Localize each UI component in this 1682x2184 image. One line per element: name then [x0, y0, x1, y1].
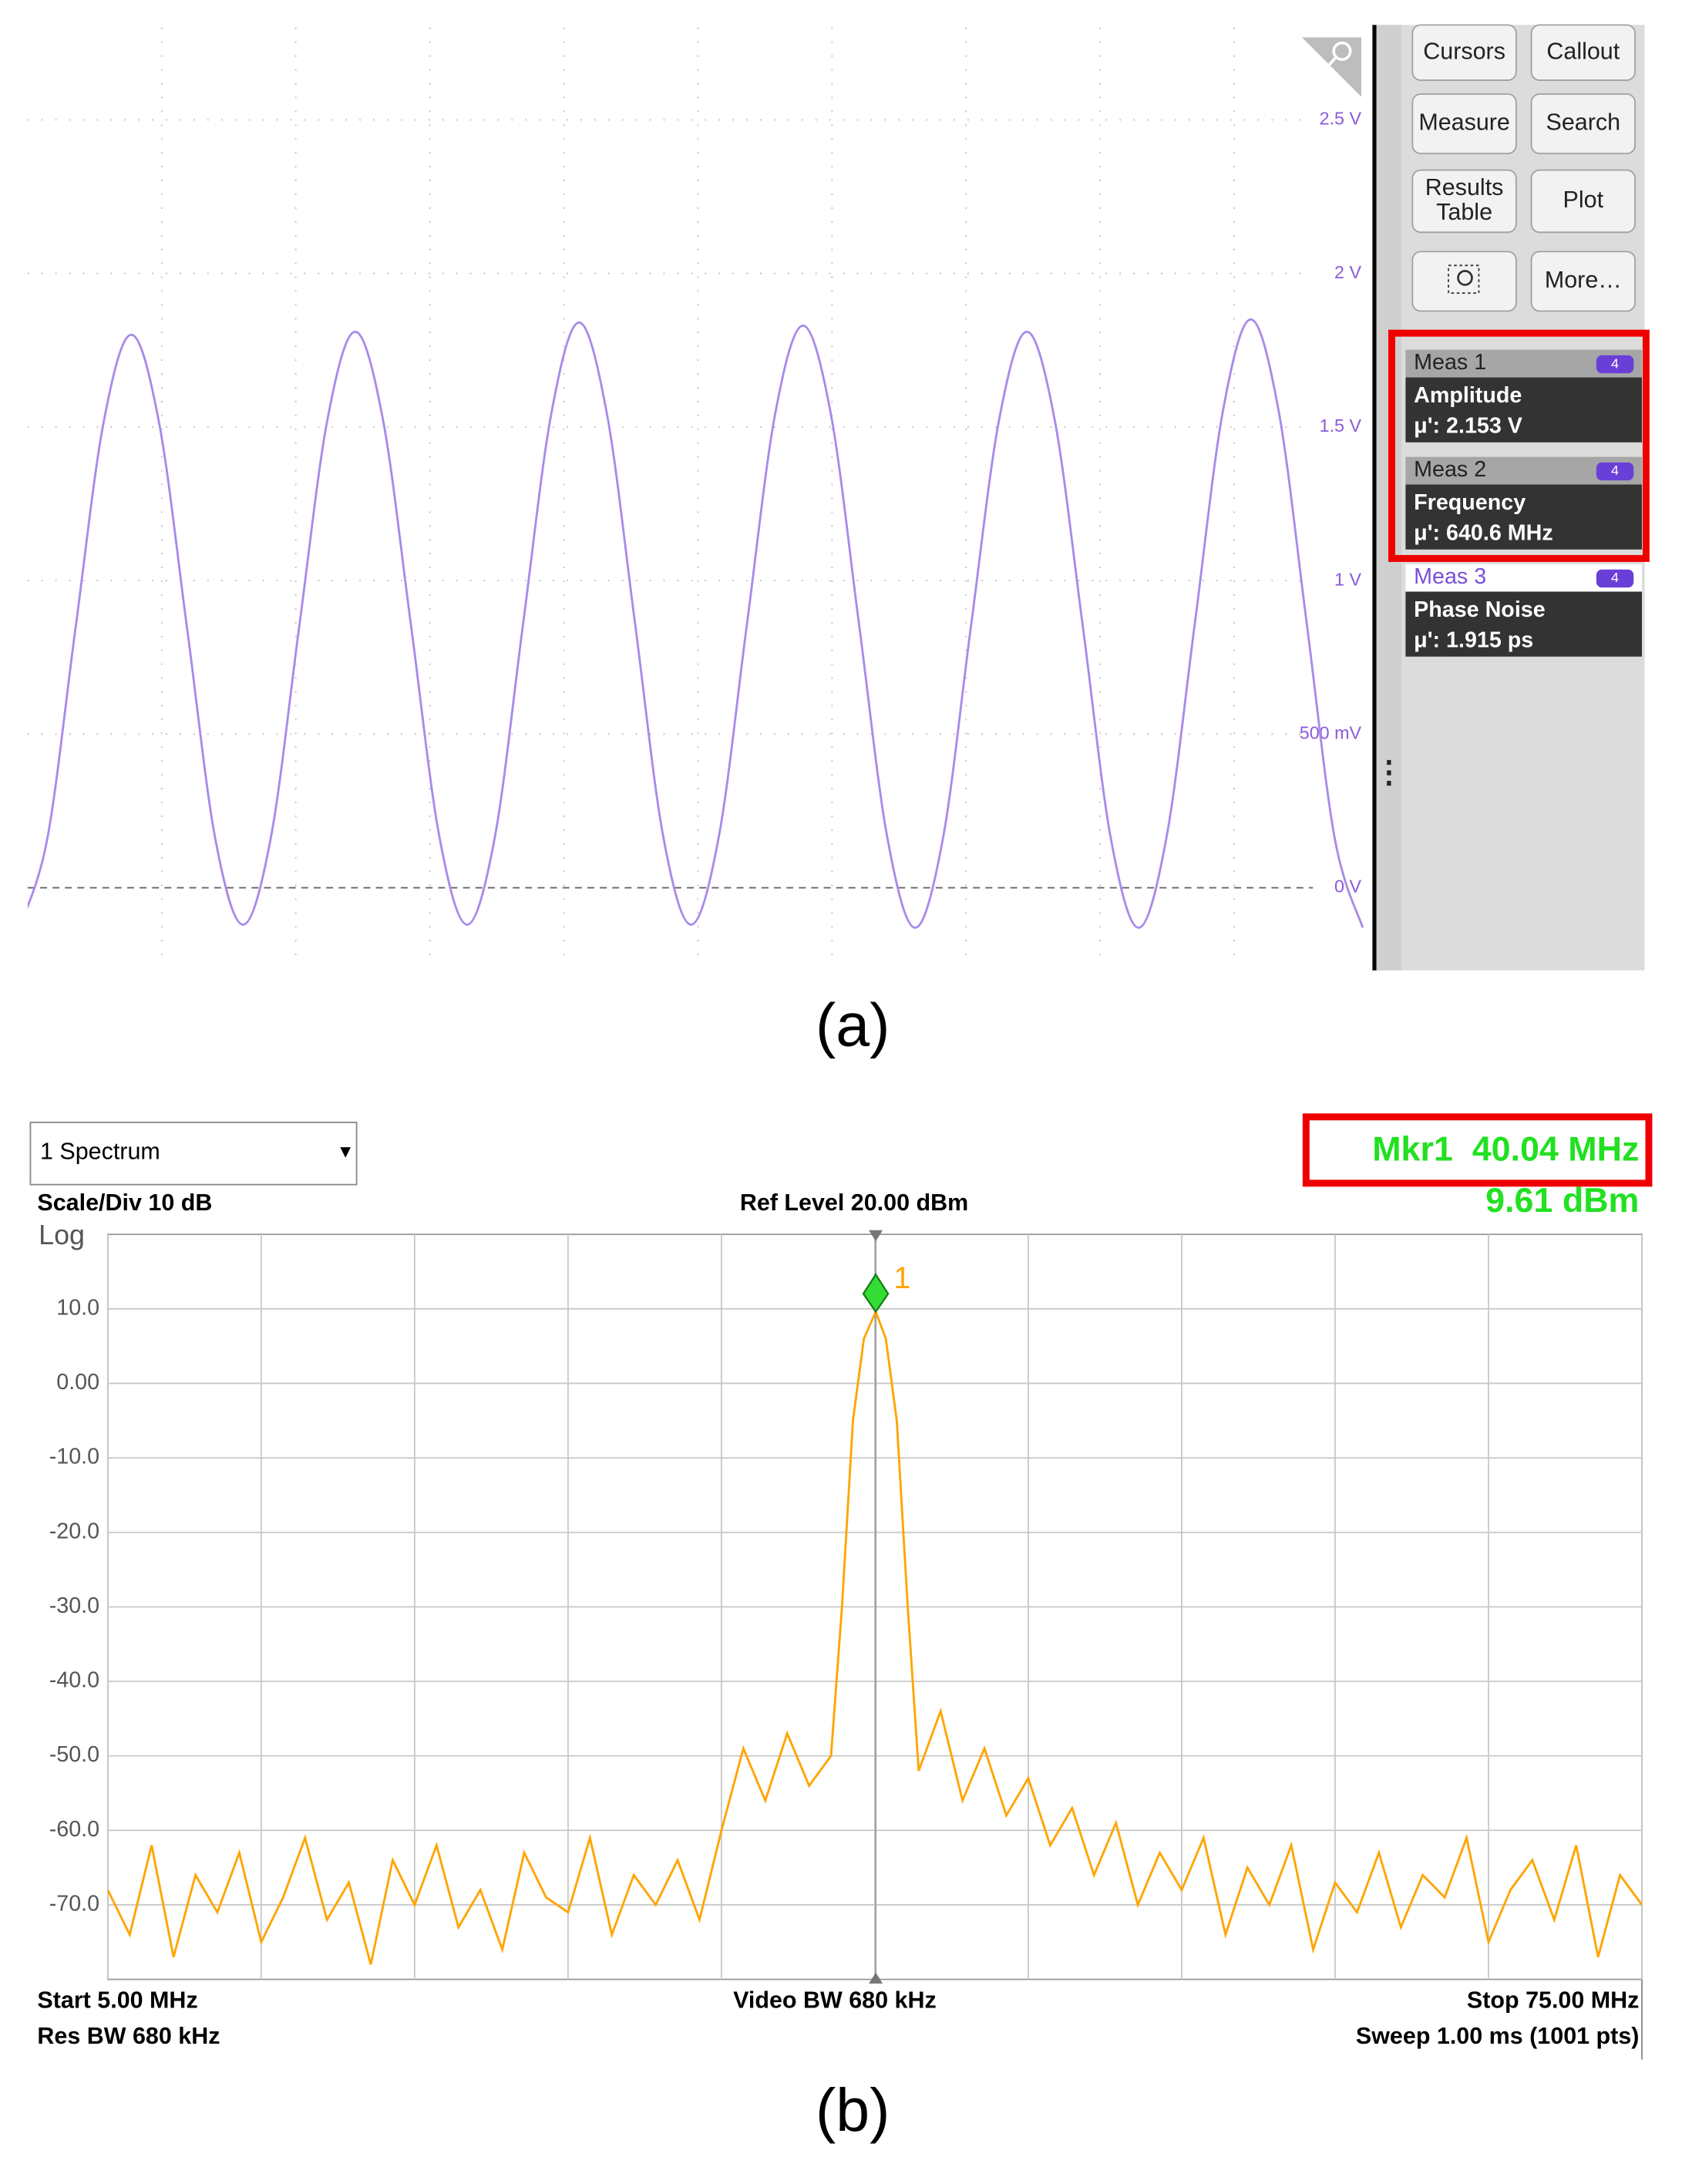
button[interactable]	[1530, 251, 1636, 312]
zoom-corner[interactable]	[1301, 37, 1362, 97]
button[interactable]	[1530, 93, 1636, 154]
marker-tick-top	[869, 1230, 883, 1242]
y-tick-label: 500 mV	[1300, 722, 1362, 742]
meas-label: Amplitude	[1414, 383, 1522, 408]
meas-body	[1405, 484, 1643, 550]
button[interactable]	[1530, 24, 1636, 81]
marker-readout: 9.61 dBm	[1485, 1181, 1639, 1220]
button-label[interactable]: Plot	[1563, 187, 1604, 213]
button-label[interactable]: Results Table	[1425, 174, 1504, 225]
meas-label: Phase Noise	[1414, 597, 1546, 622]
y-tick-label: -40.0	[49, 1668, 99, 1693]
y-tick-label: 1.5 V	[1320, 416, 1362, 436]
handle-dots[interactable]: ⋮	[1374, 755, 1404, 789]
y-tick-label: -20.0	[49, 1519, 99, 1543]
button[interactable]	[1411, 93, 1517, 154]
footer-label: Video BW 680 kHz	[733, 1987, 937, 2013]
footer-label: Stop 75.00 MHz	[1467, 1987, 1639, 2013]
footer-label: Res BW 680 kHz	[37, 2023, 220, 2049]
footer-label: Sweep 1.00 ms (1001 pts)	[1356, 2023, 1639, 2049]
button[interactable]	[1530, 169, 1636, 234]
source-badge	[1596, 462, 1634, 481]
marker-readout: Mkr1 40.04 MHz	[1372, 1129, 1639, 1168]
meas-name: Meas 3	[1414, 564, 1486, 589]
caption: (b)	[816, 2076, 890, 2144]
marker-diamond	[862, 1273, 890, 1314]
highlight-box	[1302, 1113, 1653, 1187]
meas-result: μ': 640.6 MHz	[1414, 521, 1553, 546]
source-badge	[1596, 569, 1634, 588]
y-tick-label: 0.00	[56, 1370, 99, 1395]
y-tick-label: 2 V	[1334, 262, 1361, 282]
zoom-icon-handle	[1325, 57, 1337, 69]
source-badge-label: 4	[1611, 570, 1619, 585]
meas-name: Meas 1	[1414, 350, 1486, 375]
zoom-button[interactable]	[1411, 251, 1517, 312]
button-label[interactable]: Callout	[1546, 38, 1620, 64]
scale-label: Scale/Div 10 dB	[37, 1190, 212, 1216]
y-tick-label: -60.0	[49, 1817, 99, 1842]
y-tick-label: 1 V	[1334, 569, 1361, 589]
caption: (a)	[816, 991, 890, 1059]
zoom-button-lens	[1457, 270, 1473, 286]
marker-label: 1	[893, 1261, 910, 1295]
highlight-box	[1388, 329, 1650, 562]
divider	[1372, 25, 1377, 971]
button-label[interactable]: More…	[1545, 267, 1622, 293]
button-label[interactable]: Measure	[1418, 109, 1510, 136]
source-badge	[1596, 355, 1634, 374]
meas-body	[1405, 591, 1643, 657]
y-tick-label: -10.0	[49, 1445, 99, 1469]
meas-body	[1405, 377, 1643, 443]
zoom-button-icon	[1448, 264, 1480, 294]
button-label[interactable]: Search	[1546, 109, 1621, 136]
button[interactable]	[1411, 169, 1517, 234]
trace	[27, 318, 1364, 929]
footer-label: Start 5.00 MHz	[37, 1987, 197, 2013]
ref-level: Ref Level 20.00 dBm	[740, 1190, 968, 1216]
dropdown-arrow[interactable]: ▼	[337, 1142, 355, 1162]
button[interactable]	[1411, 24, 1517, 81]
meas-result: μ': 2.153 V	[1414, 414, 1522, 439]
y-tick-label: -30.0	[49, 1593, 99, 1618]
trace-group	[27, 318, 1364, 929]
dropdown-label[interactable]: 1 Spectrum	[40, 1138, 160, 1164]
source-badge-label: 4	[1611, 463, 1619, 478]
marker-tick-bottom	[869, 1972, 883, 1984]
zoom-icon	[1332, 41, 1352, 61]
y-tick-label: -50.0	[49, 1742, 99, 1767]
meas-result: μ': 1.915 ps	[1414, 628, 1533, 653]
y-tick-label: 2.5 V	[1320, 109, 1362, 129]
dropdown[interactable]	[29, 1122, 358, 1186]
meas-label: Frequency	[1414, 490, 1526, 515]
source-badge-label: 4	[1611, 355, 1619, 371]
button-label[interactable]: Cursors	[1423, 38, 1505, 64]
y-scale-label: Log	[39, 1220, 85, 1250]
meas-name: Meas 2	[1414, 457, 1486, 482]
y-tick-label: -70.0	[49, 1892, 99, 1916]
y-tick-label: 0 V	[1334, 877, 1361, 897]
y-tick-label: 10.0	[56, 1295, 99, 1320]
